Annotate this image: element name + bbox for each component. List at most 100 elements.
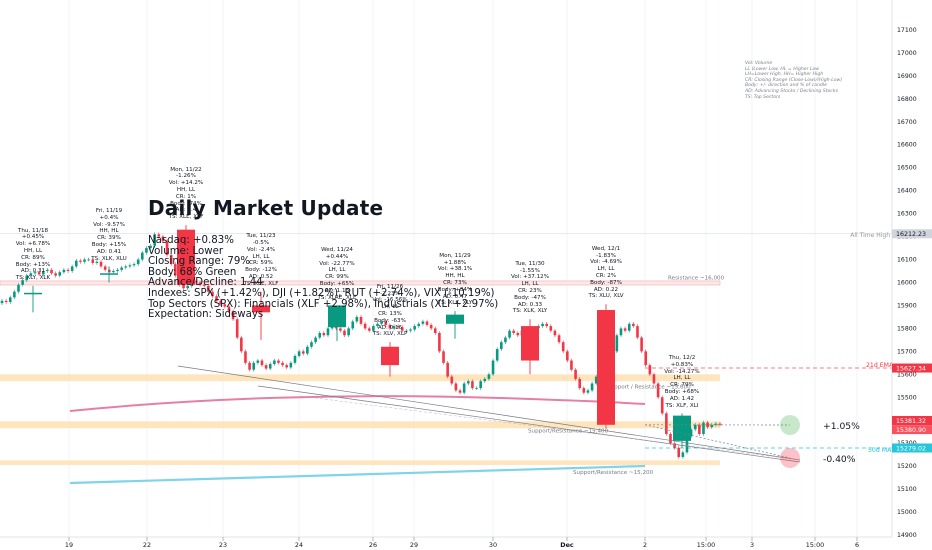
resistance-16000-label: Resistance ~16,000 (668, 275, 725, 281)
update-title: Daily Market Update (148, 196, 384, 220)
daily-annotation-line: +0.83% (670, 361, 694, 368)
hourly-candle (289, 362, 293, 368)
hourly-candle (636, 326, 639, 338)
hourly-candle (207, 285, 210, 292)
hourly-candle (306, 346, 309, 354)
hourly-candle (70, 266, 74, 271)
hourly-candle (322, 332, 326, 336)
hourly-candle (169, 254, 173, 265)
daily-candle (177, 229, 195, 285)
price-tick-label: 16300 (897, 211, 917, 218)
scenario-label: -0.40% (823, 454, 856, 465)
daily-annotation-line: Tue, 11/30 (515, 260, 545, 267)
daily-annotation-line: Tue, 11/23 (246, 233, 276, 240)
daily-annotation: Thu, 12/2 +0.83% Vol: -14.27% LH, LL CR: 79%… (652, 355, 712, 409)
hourly-candle (454, 383, 458, 391)
daily-annotation-line: LH, LL (381, 304, 399, 311)
hourly-candle (202, 284, 206, 286)
daily-annotation-line: LH, LL (252, 253, 270, 260)
hourly-candle (557, 335, 561, 343)
hourly-candle (405, 330, 408, 332)
daily-annotation-line: Vol: -22.77% (319, 260, 355, 267)
hourly-candle (145, 248, 148, 253)
price-tick-label: 15200 (897, 463, 917, 470)
hourly-candle (710, 424, 714, 428)
daily-candle (521, 326, 539, 361)
hourly-candle (458, 390, 462, 393)
hourly-candle (586, 390, 590, 393)
hourly-candle (582, 388, 586, 393)
daily-annotation-line: CR: 1% (175, 193, 197, 200)
daily-annotation-line: Wed, 11/24 (321, 247, 353, 254)
price-tick-label: 16800 (897, 96, 917, 103)
hourly-candle (103, 266, 107, 270)
hourly-candle (367, 328, 371, 331)
hourly-candle (157, 234, 161, 237)
daily-annotation-line: AD: 1.13 (324, 287, 350, 294)
price-tick-label: 17000 (897, 50, 917, 57)
hourly-candle (376, 323, 379, 327)
hourly-candle (433, 328, 437, 333)
daily-candle (381, 346, 399, 366)
resistance-16000-zone (0, 280, 721, 286)
hourly-candle (442, 351, 445, 363)
time-tick-label: 3 (750, 541, 754, 549)
hourly-candle (677, 447, 681, 457)
hourly-candle (594, 376, 598, 384)
resistance-15600-zone (0, 374, 720, 382)
hourly-candle (487, 374, 491, 379)
price-tick-label: 14900 (897, 532, 917, 539)
price-tick-label: 16400 (897, 188, 917, 195)
hourly-candle (508, 330, 511, 338)
ma50-line (69, 464, 646, 485)
daily-annotation-line: Body: +15% (91, 241, 127, 248)
hourly-candle (41, 271, 45, 275)
daily-annotation-line: Vol: -4.69% (590, 259, 622, 266)
daily-annotation-line: HH, LL (176, 187, 196, 194)
hourly-candle (632, 323, 635, 327)
daily-annotation: Mon, 11/29 +1.88% Vol: +38.1% HH, HL CR: 73%… (425, 253, 485, 307)
daily-annotation-line: Vol: +38.1% (437, 266, 473, 273)
hourly-candle (339, 328, 342, 331)
update-line: Indexes: SPX (+1.42%), DJI (+1.82%), RUT… (148, 287, 495, 299)
daily-candle (252, 305, 270, 313)
hourly-candle (590, 383, 594, 391)
daily-annotation-line: AD: 0.47 (442, 293, 468, 300)
support-resistance-zones: All Time High Resistance ~16,000 Support /… (0, 232, 892, 476)
price-tick-label: 16700 (897, 119, 917, 126)
all_time_high-price-tag (892, 229, 932, 239)
hourly-candle (491, 360, 495, 375)
daily-annotation-line: Vol: -9.57% (93, 221, 125, 228)
hourly-candle (479, 381, 482, 389)
hourly-candle (446, 362, 449, 377)
time-tick-label: Dec (560, 541, 574, 549)
daily-annotation-line: Body: -74% (170, 200, 202, 207)
daily-annotation-line: CR: 73% (443, 279, 467, 286)
support-15400-zone (0, 421, 720, 429)
daily-annotation-line: HH, HL (99, 228, 119, 235)
daily-annotation-line: -2.23% (380, 290, 400, 297)
hourly-candle (714, 423, 718, 425)
daily-annotation-line: CR: 59% (249, 260, 273, 267)
hourly-candle (359, 316, 363, 324)
price-tick-label: 16600 (897, 142, 917, 149)
daily-annotation-line: TS: XLE, XLF (168, 214, 204, 221)
hourly-candle (693, 424, 697, 430)
hourly-candle (570, 360, 573, 370)
hourly-candle (380, 321, 383, 324)
hourly-candle (718, 423, 722, 425)
daily-annotation-line: LH, LL (597, 266, 615, 273)
legend: Vol: Volume LL (Lower Low, HL = Higher Lo… (745, 61, 842, 100)
hourly-candle (128, 265, 132, 267)
hourly-candle (644, 351, 648, 366)
hourly-candle (475, 388, 478, 389)
price-tick-label: 15000 (897, 509, 917, 516)
daily-annotation-line: +0.4% (99, 214, 119, 221)
daily-annotation-line: Vol: -14.27% (664, 368, 700, 375)
scenario-path (644, 424, 791, 459)
hourly-candle (153, 234, 156, 246)
hourly-candle (326, 328, 330, 336)
daily-annotation-line: CR: 39% (97, 235, 121, 242)
